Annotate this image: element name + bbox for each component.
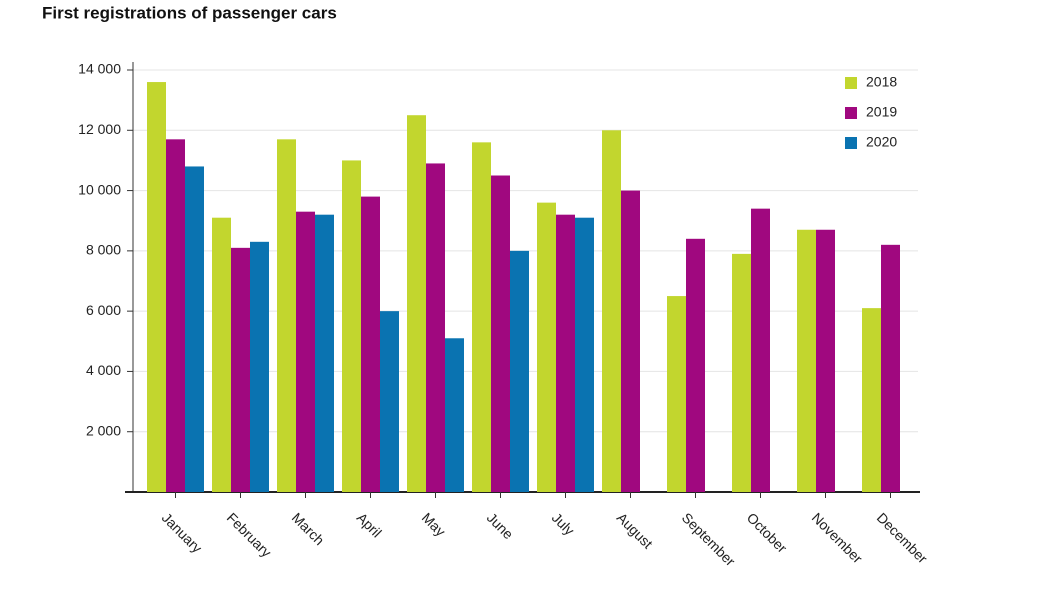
bar <box>166 139 185 493</box>
x-tick-label: February <box>224 509 275 560</box>
bar <box>621 190 640 493</box>
chart-title: First registrations of passenger cars <box>42 3 337 22</box>
bar <box>751 208 770 492</box>
x-tick-label: December <box>874 509 931 566</box>
y-tick-label: 12 000 <box>78 121 121 137</box>
x-tick-label: June <box>484 509 517 542</box>
legend-swatch <box>845 107 857 119</box>
bar <box>556 214 575 492</box>
bar <box>602 130 621 493</box>
bar <box>426 163 445 492</box>
legend-swatch <box>845 77 857 89</box>
bar <box>212 217 231 492</box>
bar <box>537 202 556 492</box>
bar <box>277 139 296 493</box>
bar <box>250 241 269 492</box>
x-tick-label: October <box>744 509 791 556</box>
bar <box>231 247 250 492</box>
bar <box>296 211 315 492</box>
bar <box>667 296 686 492</box>
x-tick-label: January <box>159 509 206 556</box>
legend-swatch <box>845 137 857 149</box>
bar <box>510 250 529 492</box>
y-tick-label: 8 000 <box>86 242 121 258</box>
bar <box>686 238 705 492</box>
bar <box>445 338 464 492</box>
bar <box>575 217 594 492</box>
y-tick-label: 2 000 <box>86 422 121 438</box>
y-tick-label: 4 000 <box>86 362 121 378</box>
bar <box>407 115 426 492</box>
x-tick-label: July <box>549 509 578 538</box>
legend-label: 2018 <box>866 74 897 90</box>
legend-label: 2020 <box>866 134 897 150</box>
bar <box>732 253 751 492</box>
bar <box>797 229 816 492</box>
x-tick-label: March <box>289 509 328 548</box>
bar <box>185 166 204 492</box>
y-tick-label: 6 000 <box>86 302 121 318</box>
bar <box>862 308 881 492</box>
bar <box>380 311 399 492</box>
legend-label: 2019 <box>866 104 897 120</box>
x-tick-label: November <box>809 509 866 566</box>
bar <box>315 214 334 492</box>
bar <box>816 229 835 492</box>
x-tick-label: May <box>419 509 449 539</box>
bar <box>361 196 380 492</box>
x-tick-label: April <box>354 509 385 540</box>
bar <box>147 82 166 493</box>
y-tick-label: 14 000 <box>78 61 121 77</box>
y-tick-label: 10 000 <box>78 181 121 197</box>
bar <box>342 160 361 492</box>
x-tick-label: August <box>614 509 656 551</box>
bar <box>881 244 900 492</box>
bar <box>491 175 510 492</box>
x-tick-label: September <box>679 509 739 569</box>
bar <box>472 142 491 493</box>
